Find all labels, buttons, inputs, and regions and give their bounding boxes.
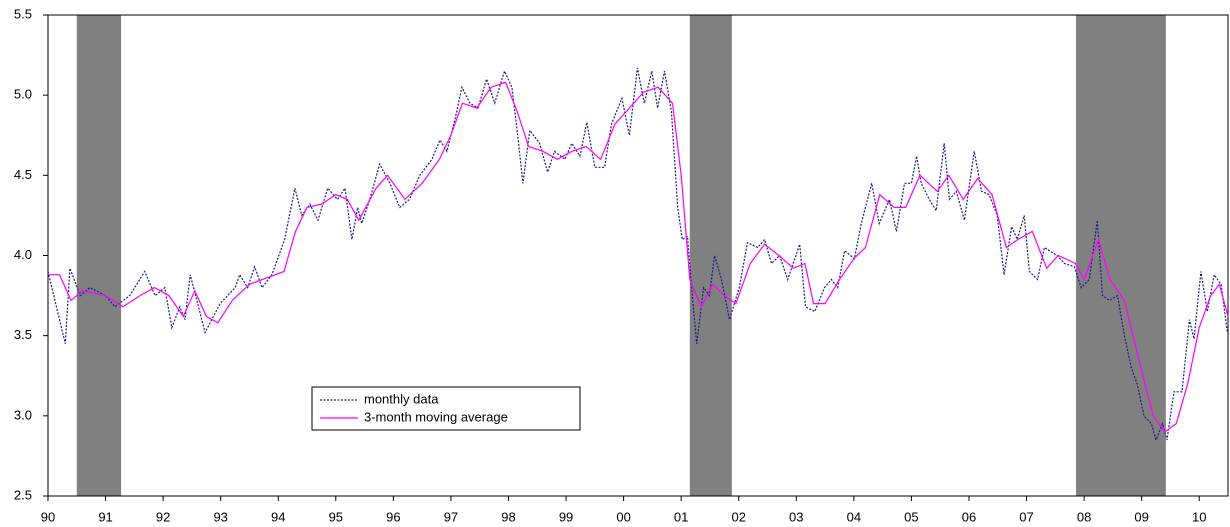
x-tick-label: 03 [789, 509, 803, 524]
x-tick-label: 93 [213, 509, 227, 524]
x-tick-label: 09 [1134, 509, 1148, 524]
x-tick-label: 90 [41, 509, 55, 524]
x-tick-label: 92 [156, 509, 170, 524]
series-line [48, 81, 1229, 433]
x-tick-label: 02 [731, 509, 745, 524]
x-tick-label: 91 [98, 509, 112, 524]
recession-band [689, 15, 732, 496]
x-tick-label: 98 [501, 509, 515, 524]
y-tick-label: 4.5 [14, 167, 32, 182]
x-tick-label: 05 [904, 509, 918, 524]
x-tick-label: 04 [847, 509, 861, 524]
x-tick-label: 96 [386, 509, 400, 524]
x-tick-label: 95 [329, 509, 343, 524]
y-tick-label: 5.0 [14, 87, 32, 102]
x-tick-label: 01 [674, 509, 688, 524]
y-tick-label: 2.5 [14, 487, 32, 502]
x-tick-label: 94 [271, 509, 285, 524]
recession-band [76, 15, 122, 496]
y-tick-label: 5.5 [14, 6, 32, 21]
y-tick-label: 4.0 [14, 247, 32, 262]
series-line [47, 67, 1228, 442]
x-tick-label: 10 [1192, 509, 1206, 524]
y-tick-label: 3.0 [14, 407, 32, 422]
x-tick-label: 97 [444, 509, 458, 524]
x-tick-label: 00 [616, 509, 630, 524]
recession-band [1076, 15, 1166, 496]
legend-label: 3-month moving average [364, 409, 508, 424]
y-tick-label: 3.5 [14, 327, 32, 342]
x-tick-label: 08 [1077, 509, 1091, 524]
legend-label: monthly data [364, 391, 439, 406]
x-tick-label: 06 [962, 509, 976, 524]
x-tick-label: 99 [559, 509, 573, 524]
x-tick-label: 07 [1019, 509, 1033, 524]
plot-frame [47, 14, 1229, 497]
legend-box [311, 386, 581, 431]
